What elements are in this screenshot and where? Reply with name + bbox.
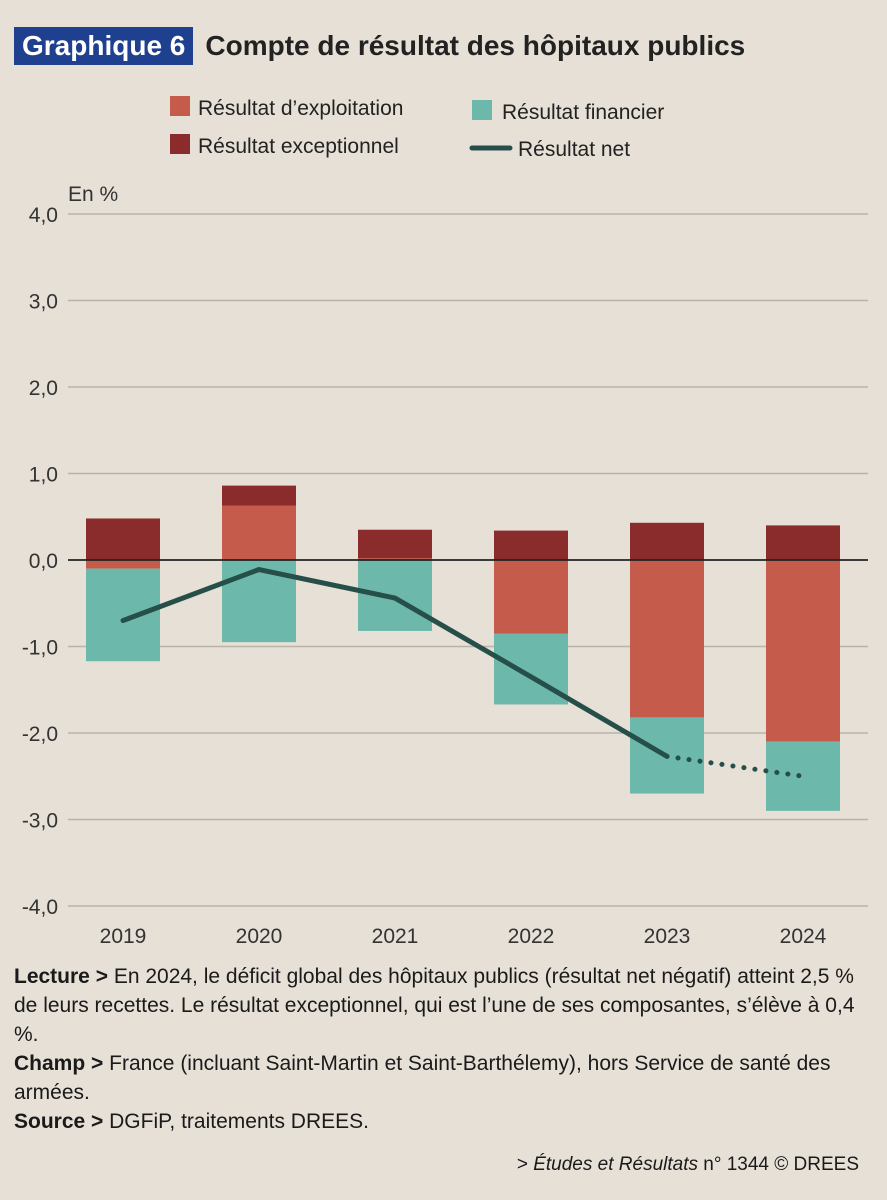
bar-exploitation-2020	[222, 505, 296, 560]
x-tick-label: 2020	[236, 925, 283, 948]
chart-title: Compte de résultat des hôpitaux publics	[205, 30, 746, 61]
legend-label-exploitation: Résultat d’exploitation	[198, 97, 403, 120]
bar-exceptionnel-2019	[86, 518, 160, 560]
y-tick-label: 4,0	[29, 204, 58, 227]
bar-exceptionnel-2022	[494, 530, 568, 560]
bar-exceptionnel-2024	[766, 525, 840, 560]
legend-label-exceptionnel: Résultat exceptionnel	[198, 135, 399, 158]
x-tick-label: 2019	[100, 925, 147, 948]
bar-exploitation-2023	[630, 560, 704, 718]
x-axis: 2019 2020 2021 2022 2023 2024	[100, 925, 827, 948]
lecture-note: Lecture > En 2024, le déficit global des…	[14, 965, 855, 1046]
y-tick-label: -4,0	[22, 896, 58, 919]
y-axis-unit-label: En %	[68, 183, 118, 206]
bar-exploitation-2024	[766, 560, 840, 742]
chart-notes: Lecture > En 2024, le déficit global des…	[14, 962, 876, 1136]
bar-exploitation-2019	[86, 560, 160, 569]
chart-header: Graphique 6 Compte de résultat des hôpit…	[14, 26, 745, 66]
y-tick-label: 0,0	[29, 550, 58, 573]
x-tick-label: 2023	[644, 925, 691, 948]
x-tick-label: 2024	[780, 925, 827, 948]
y-tick-label: -2,0	[22, 723, 58, 746]
source-note: Source > DGFiP, traitements DREES.	[14, 1110, 369, 1133]
y-tick-label: 2,0	[29, 377, 58, 400]
bar-financier-2021	[358, 560, 432, 631]
y-tick-label: 3,0	[29, 291, 58, 314]
bar-exploitation-2022	[494, 560, 568, 634]
y-tick-label: -1,0	[22, 637, 58, 660]
chart-canvas: Résultat d’exploitation Résultat financi…	[22, 96, 868, 948]
champ-note: Champ > France (incluant Saint-Martin et…	[14, 1052, 831, 1104]
x-tick-label: 2021	[372, 925, 419, 948]
net-result-line	[120, 567, 806, 779]
gridlines	[68, 213, 868, 907]
legend-swatch-financier	[472, 100, 492, 120]
net-line-projected	[664, 753, 806, 779]
y-tick-label: 1,0	[29, 464, 58, 487]
x-tick-label: 2022	[508, 925, 555, 948]
bar-exceptionnel-2020	[222, 485, 296, 506]
legend: Résultat d’exploitation Résultat financi…	[170, 96, 664, 161]
legend-label-financier: Résultat financier	[502, 101, 664, 124]
bar-financier-2020	[222, 560, 296, 643]
legend-label-net: Résultat net	[518, 138, 630, 161]
net-line-solid	[120, 567, 670, 759]
bars	[86, 485, 840, 811]
legend-swatch-exploitation	[170, 96, 190, 116]
y-axis: 4,0 3,0 2,0 1,0 0,0 -1,0 -2,0 -3,0 -4,0	[22, 204, 58, 919]
bar-exceptionnel-2021	[358, 529, 432, 559]
legend-swatch-exceptionnel	[170, 134, 190, 154]
bar-exceptionnel-2023	[630, 522, 704, 560]
figure-tag: Graphique 6	[14, 27, 194, 65]
bar-financier-2019	[86, 568, 160, 662]
y-tick-label: -3,0	[22, 810, 58, 833]
publication-credit: > Études et Résultats n° 1344 © DREES	[516, 1154, 859, 1175]
